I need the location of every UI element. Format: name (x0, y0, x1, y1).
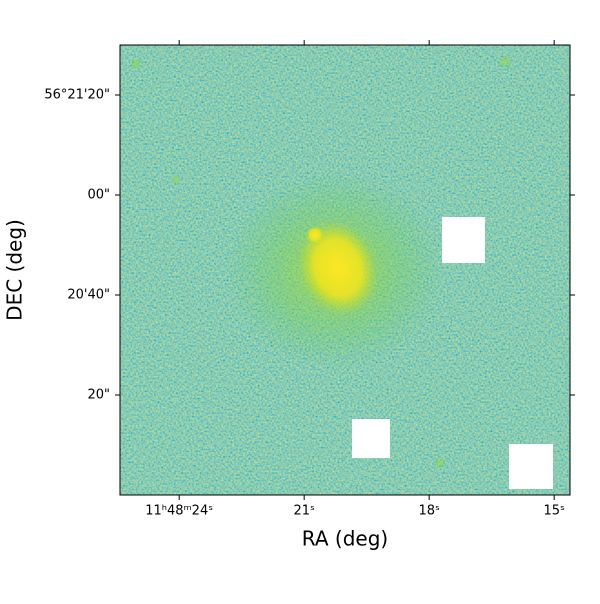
plot-frame (119, 44, 571, 496)
y-axis-label: DEC (deg) (3, 219, 27, 321)
y-tick-label: 20" (87, 388, 110, 403)
sky-image (120, 45, 570, 495)
x-tick-label: 15ˢ (543, 504, 565, 519)
y-tick-label: 00" (87, 188, 110, 203)
x-axis-label: RA (deg) (302, 527, 388, 551)
x-tick-label: 18ˢ (418, 504, 440, 519)
y-tick-label: 20'40" (67, 288, 110, 303)
x-tick-label: 11ʰ48ᵐ24ˢ (145, 504, 213, 519)
y-tick-label: 56°21'20" (44, 88, 110, 103)
x-tick-label: 21ˢ (293, 504, 315, 519)
